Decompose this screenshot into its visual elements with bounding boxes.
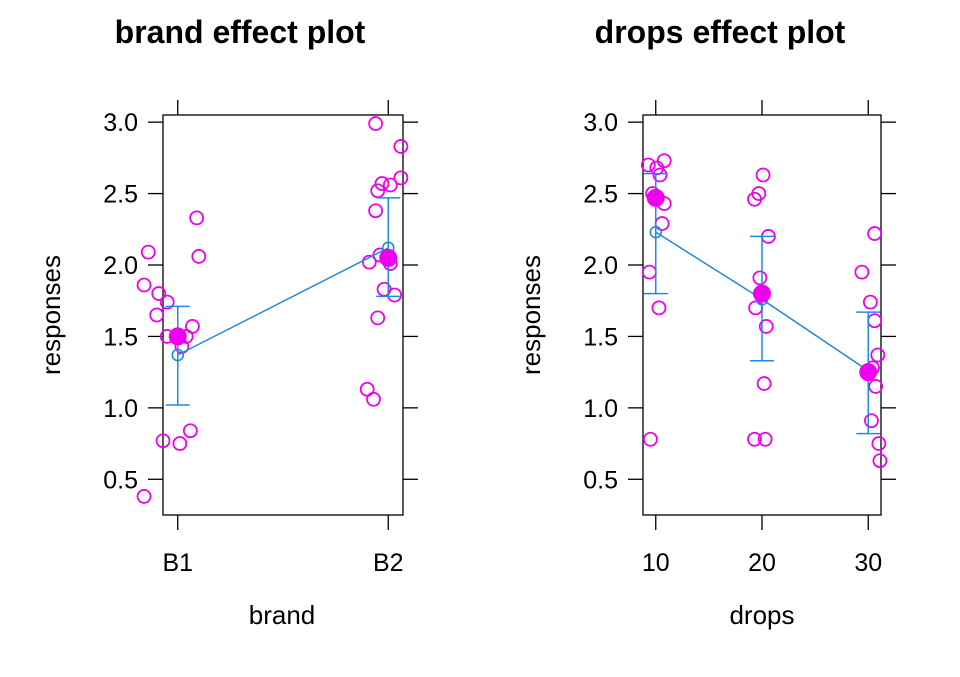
- drops-ytick-label: 1.5: [583, 323, 618, 351]
- drops-raw-point: [641, 264, 657, 280]
- brand-raw-point: [155, 433, 171, 449]
- brand-ytick-label: 1.5: [103, 323, 138, 351]
- drops-raw-point: [756, 376, 772, 391]
- drops-raw-point: [757, 431, 773, 447]
- brand-raw-point: [151, 286, 167, 301]
- drops-group-mean: [753, 284, 771, 303]
- brand-chart-title: brand effect plot: [115, 14, 366, 50]
- drops-raw-point: [755, 167, 771, 183]
- drops-raw-point: [747, 191, 762, 207]
- brand-raw-point: [366, 391, 381, 407]
- drops-xtick-label: 20: [748, 549, 776, 577]
- drops-xtick-label: 10: [642, 549, 670, 577]
- drops-y-axis: 0.5 1.0 1.5 2.0 2.5 3.0: [583, 109, 896, 494]
- brand-group-means: [168, 248, 398, 346]
- brand-raw-point: [172, 436, 188, 451]
- drops-panel: drops effect plot 0.5 1.0 1.5 2.0 2.5 3.0 10 2…: [516, 14, 896, 630]
- drops-raw-point: [867, 226, 883, 241]
- drops-x-axis: 10 20 30: [642, 100, 882, 577]
- brand-x-axis: B1 B2: [162, 100, 404, 577]
- drops-ytick-label: 0.5: [583, 466, 618, 494]
- brand-x-axis-label: brand: [249, 600, 316, 630]
- brand-raw-point: [382, 177, 398, 193]
- brand-raw-point: [374, 176, 390, 191]
- drops-y-axis-label: responses: [516, 255, 546, 375]
- drops-raw-point: [652, 167, 668, 183]
- brand-xtick-label: B1: [162, 549, 193, 577]
- drops-group-mean: [859, 363, 878, 382]
- brand-raw-point: [140, 244, 156, 260]
- drops-raw-point: [854, 264, 870, 280]
- brand-raw-point: [393, 170, 409, 186]
- drops-raw-point: [862, 294, 878, 310]
- drops-raw-point: [758, 319, 774, 334]
- drops-raw-point: [867, 313, 883, 329]
- brand-ytick-label: 0.5: [103, 466, 138, 494]
- drops-raw-point: [643, 431, 658, 447]
- brand-raw-point: [368, 203, 384, 219]
- brand-raw-point: [149, 307, 165, 323]
- brand-panel: brand effect plot 0.51.01.52.02.53.0 B1 B…: [36, 14, 418, 630]
- drops-raw-point: [870, 347, 886, 363]
- brand-group-mean: [168, 327, 187, 346]
- brand-ytick-label: 1.0: [103, 395, 138, 423]
- brand-raw-point: [387, 287, 402, 303]
- drops-raw-point: [868, 379, 884, 394]
- drops-raw-point: [872, 453, 888, 469]
- brand-fitted-effects: [165, 197, 401, 406]
- drops-raw-points: [640, 153, 888, 469]
- drops-chart-title: drops effect plot: [595, 14, 846, 50]
- brand-raw-point: [136, 489, 152, 504]
- brand-raw-point: [361, 254, 377, 270]
- drops-raw-point: [651, 300, 667, 316]
- brand-group-mean: [379, 248, 398, 267]
- drops-raw-point: [871, 436, 887, 451]
- brand-raw-point: [368, 116, 384, 131]
- drops-raw-point: [864, 413, 879, 429]
- drops-raw-point: [654, 216, 670, 231]
- drops-raw-point: [649, 160, 665, 176]
- brand-raw-point: [191, 249, 207, 264]
- brand-fitted-point: [171, 348, 185, 362]
- drops-raw-point: [747, 431, 762, 447]
- brand-raw-point: [393, 139, 409, 154]
- drops-group-means: [646, 188, 878, 382]
- brand-plot-frame: [162, 114, 404, 516]
- brand-ytick-label: 3.0: [103, 109, 138, 137]
- drops-raw-point: [656, 153, 672, 169]
- drops-raw-point: [640, 157, 656, 173]
- brand-raw-point: [370, 310, 386, 326]
- brand-raw-point: [136, 277, 152, 293]
- drops-ytick-label: 2.5: [583, 181, 618, 209]
- brand-ytick-label: 2.5: [103, 181, 138, 209]
- drops-ytick-label: 1.0: [583, 395, 618, 423]
- drops-group-mean: [646, 188, 665, 207]
- drops-ytick-label: 3.0: [583, 109, 618, 137]
- brand-y-axis: 0.5 1.0 1.5 2.0 2.5 3.0: [103, 109, 418, 494]
- brand-fit-line: [177, 247, 389, 356]
- brand-raw-point: [182, 423, 198, 439]
- drops-ytick-label: 2.0: [583, 252, 618, 280]
- drops-fitted-effects: [643, 172, 881, 435]
- brand-xtick-label: B2: [373, 549, 404, 577]
- brand-raw-point: [189, 210, 205, 226]
- drops-x-axis-label: drops: [729, 600, 794, 630]
- drops-fitted-point: [649, 225, 663, 239]
- drops-raw-point: [752, 270, 768, 286]
- drops-raw-point: [748, 300, 764, 316]
- brand-ytick-label: 2.0: [103, 252, 138, 280]
- brand-raw-point: [159, 294, 175, 310]
- brand-y-axis-label: responses: [36, 255, 66, 375]
- drops-xtick-label: 30: [854, 549, 882, 577]
